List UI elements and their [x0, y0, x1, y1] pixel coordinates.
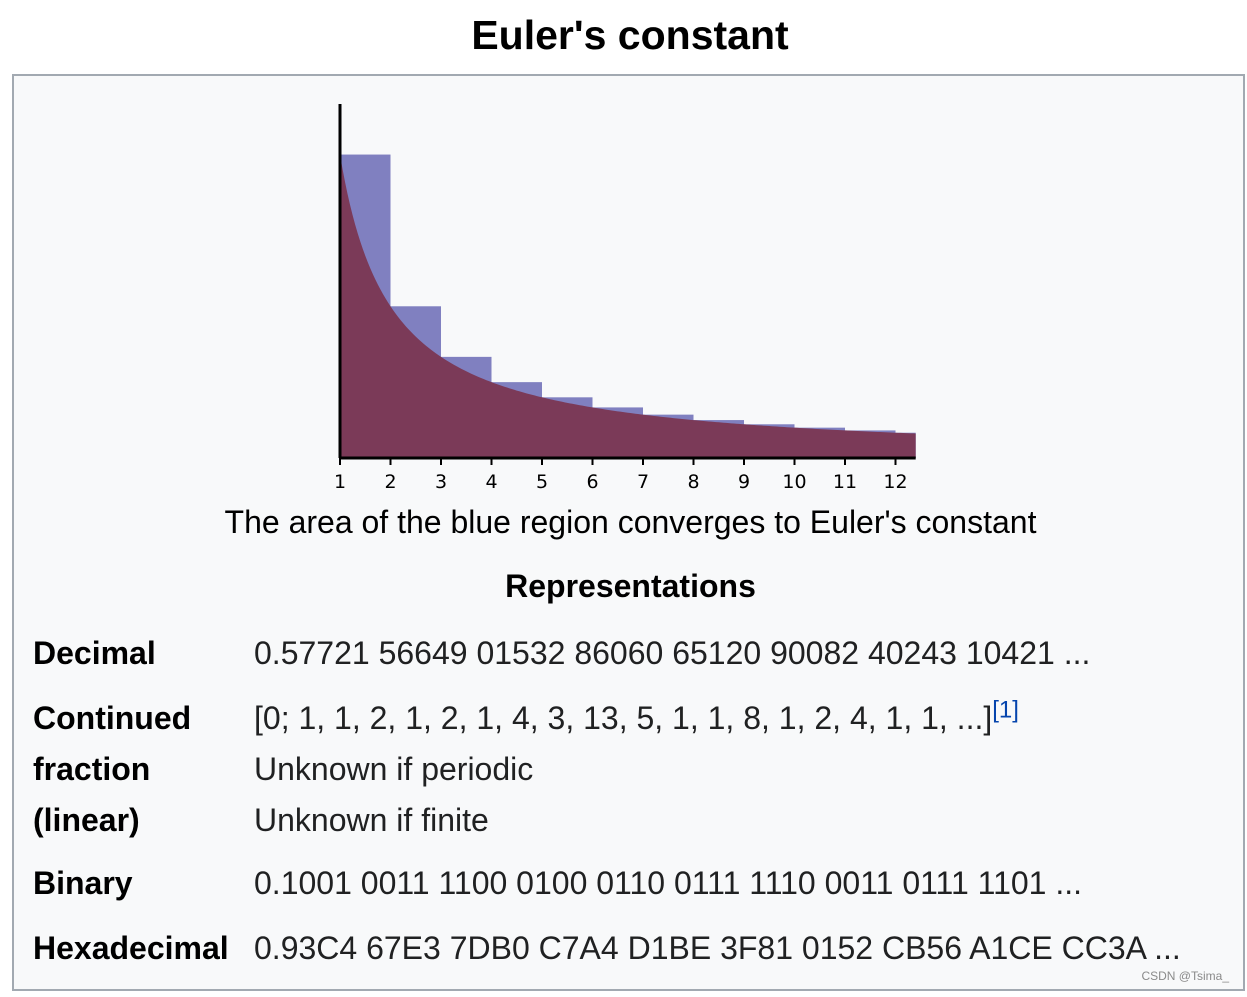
harmonic-figure: 1 2 3 4 5 6 7 8 9 10 11 12: [324, 100, 944, 500]
x-tick-label: 12: [883, 471, 907, 493]
continued-fraction-value: [0; 1, 1, 2, 1, 2, 1, 4, 3, 13, 5, 1, 1,…: [254, 700, 993, 736]
continued-fraction-value-row: [0; 1, 1, 2, 1, 2, 1, 4, 3, 13, 5, 1, 1,…: [254, 693, 1019, 744]
reference-link[interactable]: [1]: [992, 696, 1019, 724]
x-tick-label: 9: [738, 471, 750, 493]
x-tick-label: 4: [485, 471, 497, 493]
finite-note: Unknown if finite: [254, 802, 489, 838]
representations-header: Representations: [505, 568, 756, 604]
chart-ticks: 1 2 3 4 5 6 7 8 9 10 11 12: [334, 458, 908, 493]
binary-label: Binary: [33, 865, 133, 901]
x-tick-label: 7: [637, 471, 649, 493]
continued-fraction-label-line3: (linear): [33, 802, 140, 838]
figure-caption: The area of the blue region converges to…: [224, 504, 1037, 540]
binary-value: 0.1001 0011 1100 0100 0110 0111 1110 001…: [254, 865, 1083, 901]
x-tick-label: 8: [687, 471, 699, 493]
periodic-note: Unknown if periodic: [254, 751, 534, 787]
curve-area: [340, 154, 916, 459]
hexadecimal-value: 0.93C4 67E3 7DB0 C7A4 D1BE 3F81 0152 CB5…: [254, 930, 1181, 966]
page-title: Euler's constant: [471, 12, 789, 58]
x-tick-label: 6: [586, 471, 598, 493]
x-tick-label: 11: [833, 471, 857, 493]
x-tick-label: 5: [536, 471, 548, 493]
hexadecimal-label: Hexadecimal: [33, 930, 229, 966]
watermark: CSDN @Tsima_: [1141, 969, 1229, 983]
chart-axes: [338, 104, 916, 460]
decimal-value: 0.57721 56649 01532 86060 65120 90082 40…: [254, 635, 1091, 671]
continued-fraction-label-line1: Continued: [33, 700, 192, 736]
harmonic-chart: 1 2 3 4 5 6 7 8 9 10 11 12: [334, 104, 916, 493]
x-tick-label: 3: [435, 471, 447, 493]
infobox: 1 2 3 4 5 6 7 8 9 10 11 12 The area of the blue reg…: [12, 74, 1245, 991]
x-tick-label: 1: [334, 471, 346, 493]
decimal-label: Decimal: [33, 635, 156, 671]
continued-fraction-label-line2: fraction: [33, 751, 151, 787]
x-tick-label: 2: [384, 471, 396, 493]
x-tick-label: 10: [782, 471, 806, 493]
